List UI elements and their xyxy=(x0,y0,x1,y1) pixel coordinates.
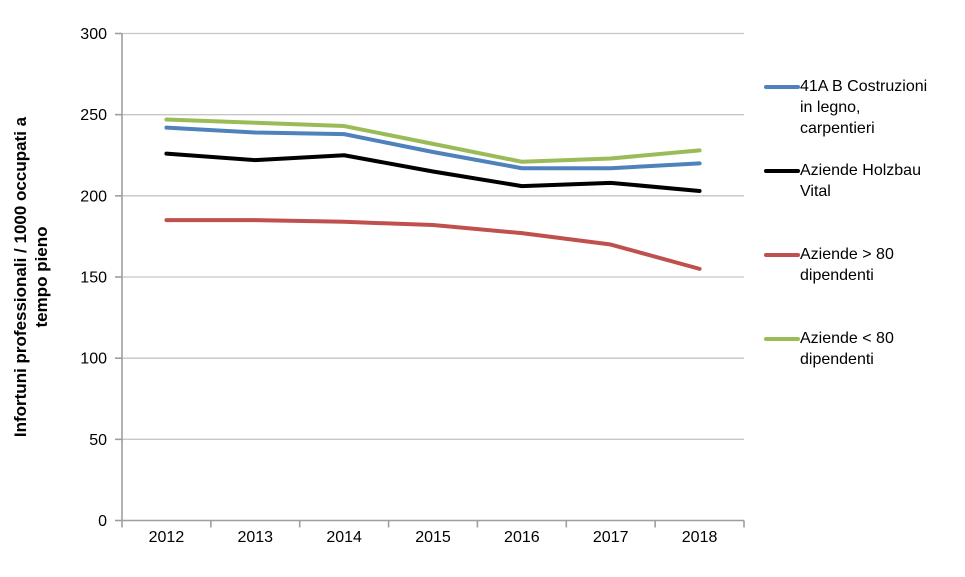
legend-item-aziende-lt-80: Aziende < 80 dipendenti xyxy=(764,328,934,370)
y-tick-label: 50 xyxy=(89,432,107,449)
y-tick-label: 100 xyxy=(80,351,107,368)
y-axis-title-line1: Infortuni professionali / 1000 occupati … xyxy=(11,116,30,438)
legend-line-swatch-blue xyxy=(764,85,800,89)
legend-line-swatch-red xyxy=(764,253,800,257)
legend-label: Aziende < 80 dipendenti xyxy=(800,330,894,368)
x-tick-label: 2015 xyxy=(415,529,451,546)
x-tick-label: 2012 xyxy=(149,529,185,546)
y-tick-label: 0 xyxy=(98,513,107,530)
series-line xyxy=(164,218,702,271)
x-tick-label: 2017 xyxy=(593,529,629,546)
x-tick-label: 2013 xyxy=(237,529,273,546)
x-tick-label: 2018 xyxy=(682,529,718,546)
x-tick-label: 2014 xyxy=(326,529,362,546)
legend-label: Aziende Holzbau Vital xyxy=(800,162,921,200)
y-axis-title: Infortuni professionali / 1000 occupati … xyxy=(10,27,52,527)
legend-item-aziende-gt-80: Aziende > 80 dipendenti xyxy=(764,244,934,286)
legend-label: 41A B Costruzioni in legno, carpentieri xyxy=(800,78,928,137)
y-tick-label: 200 xyxy=(80,188,107,205)
y-tick-label: 300 xyxy=(80,26,107,43)
x-tick-label: 2016 xyxy=(504,529,540,546)
legend-item-holzbau-vital: Aziende Holzbau Vital xyxy=(764,160,934,202)
series-line xyxy=(164,125,702,171)
legend-line-swatch-green xyxy=(764,337,800,341)
series-line xyxy=(164,151,702,193)
y-axis-title-line2: tempo pieno xyxy=(32,226,51,328)
legend-item-costruzioni: 41A B Costruzioni in legno, carpentieri xyxy=(764,76,934,139)
legend-line-swatch-black xyxy=(764,169,800,173)
y-tick-label: 250 xyxy=(80,107,107,124)
series-line xyxy=(164,117,702,164)
legend-label: Aziende > 80 dipendenti xyxy=(800,246,894,284)
y-tick-label: 150 xyxy=(80,270,107,287)
